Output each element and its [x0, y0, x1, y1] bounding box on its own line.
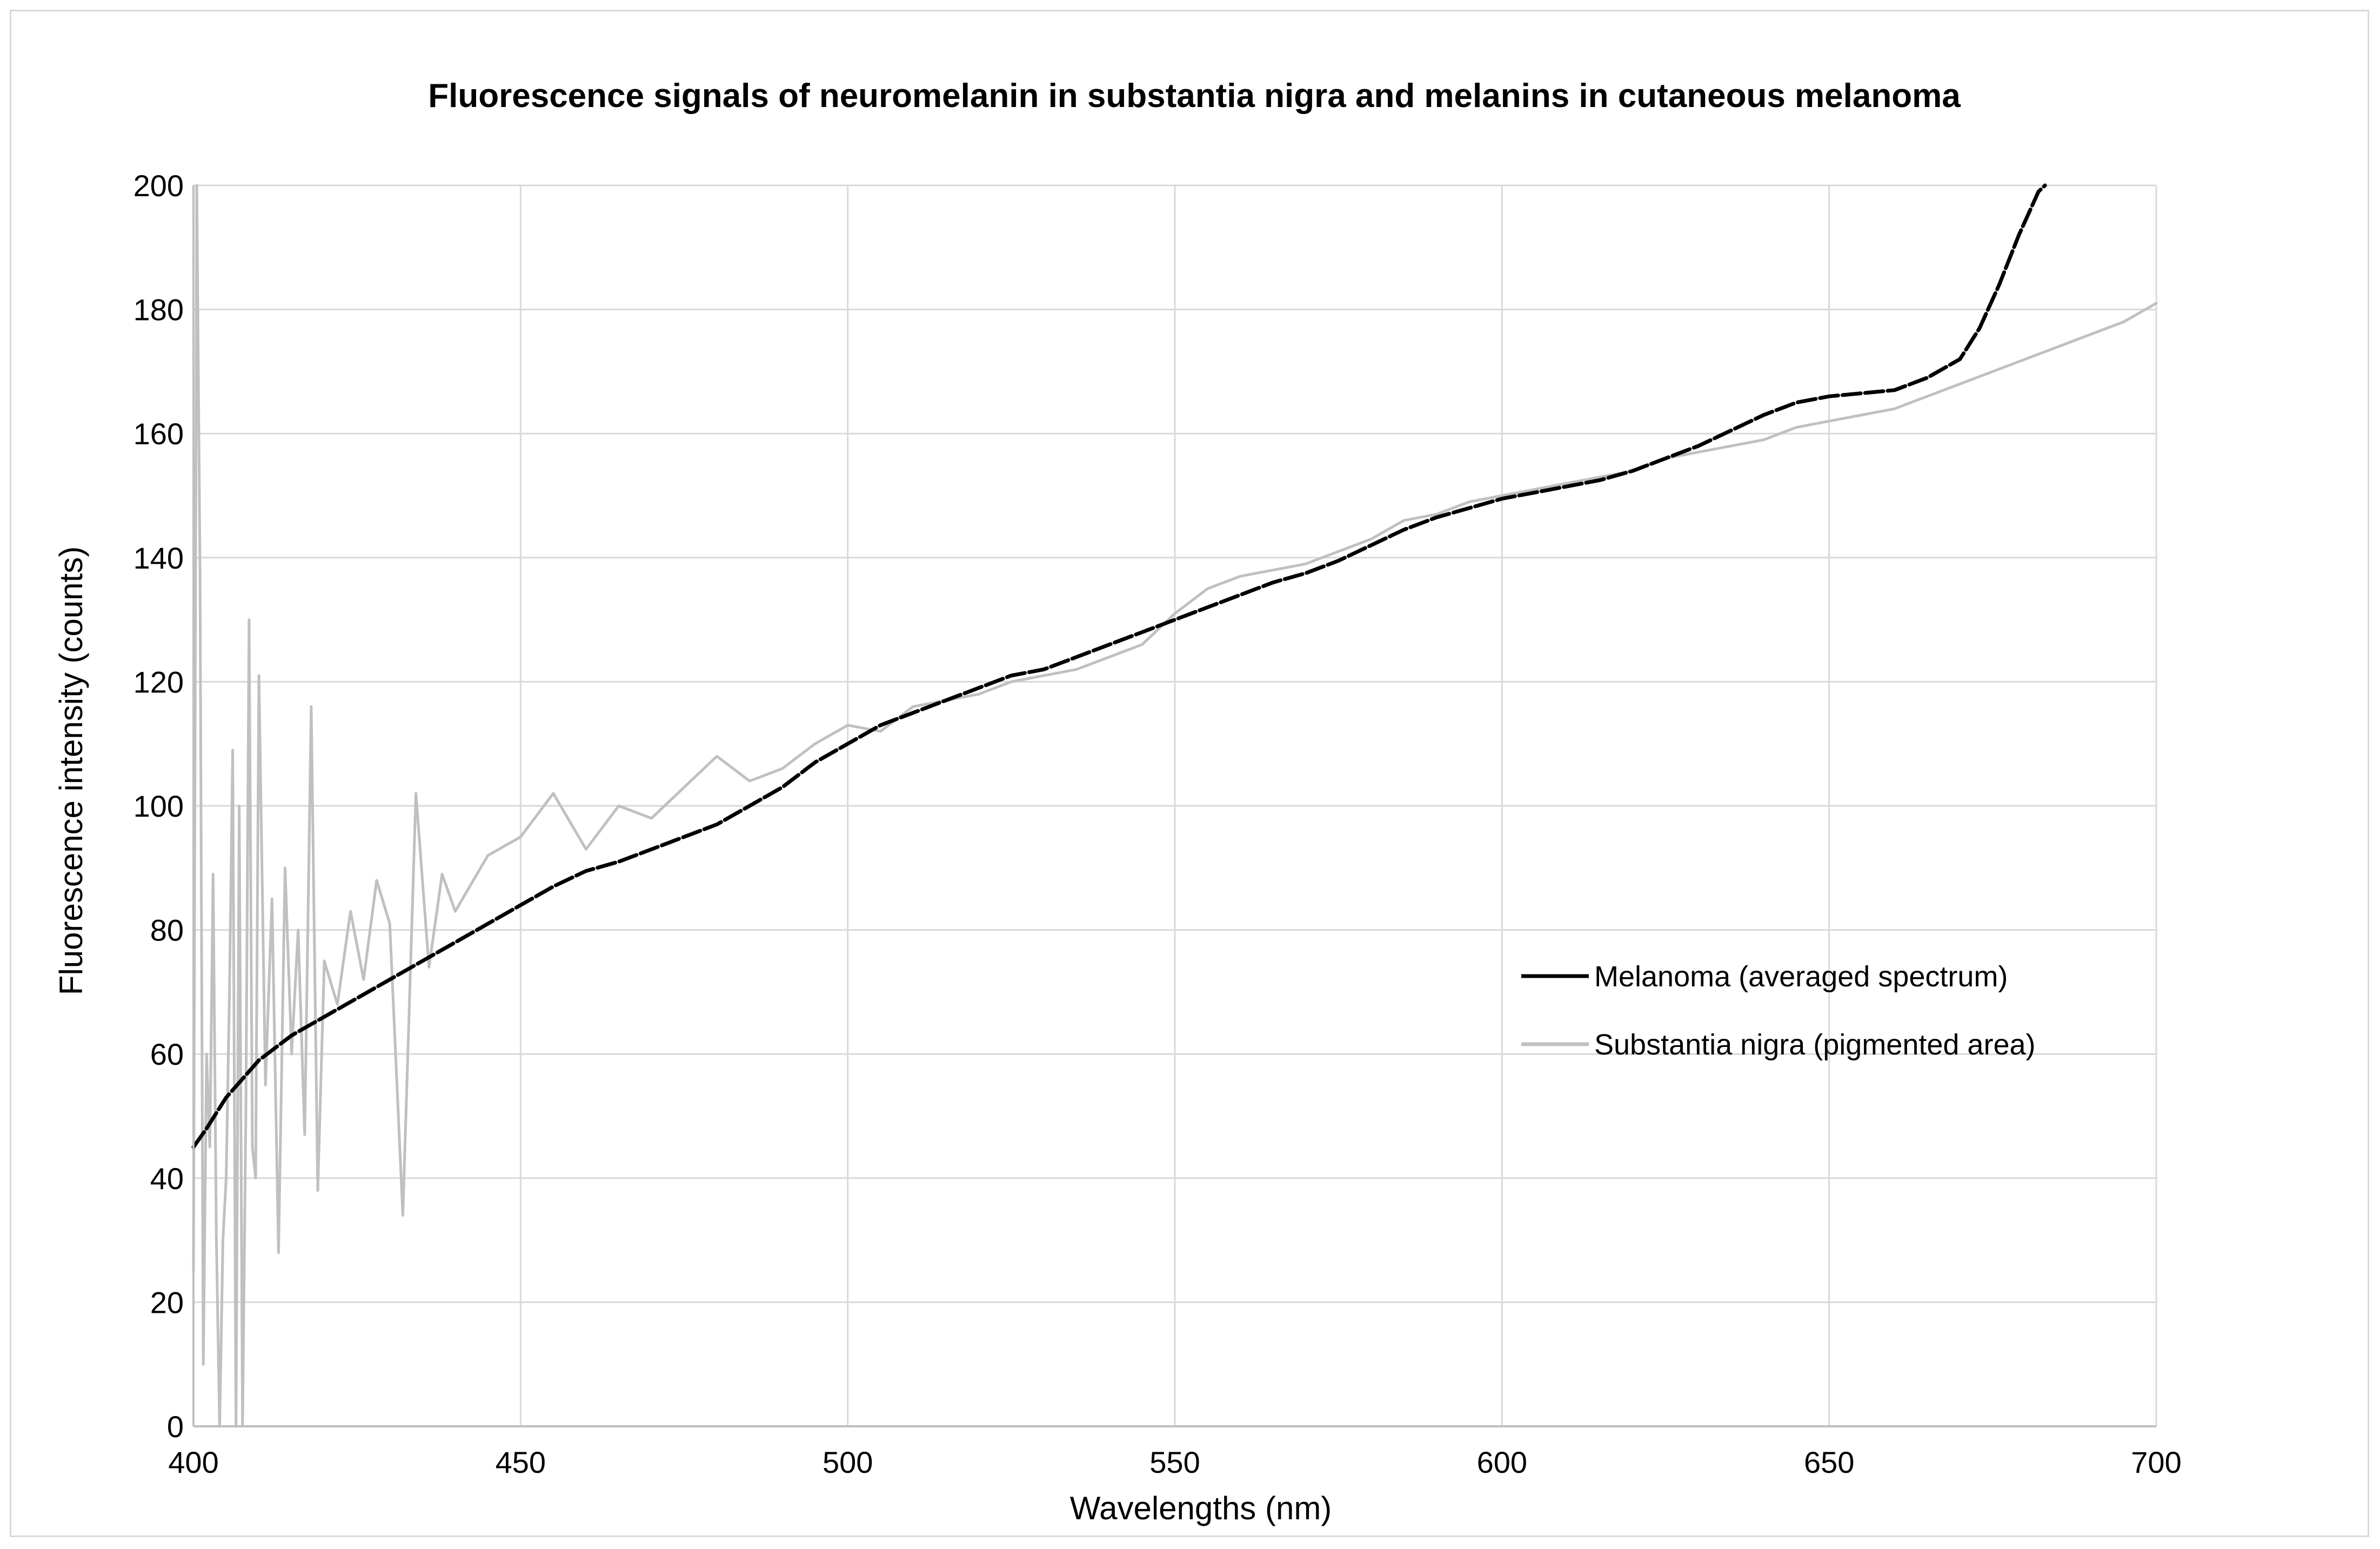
- y-tick-label: 180: [133, 293, 184, 327]
- gridlines: [193, 184, 2157, 1426]
- y-tick-label: 60: [150, 1037, 184, 1071]
- legend: Melanoma (averaged spectrum) Substantia …: [1521, 960, 2036, 1061]
- y-tick-label: 200: [133, 169, 184, 203]
- y-tick-label: 80: [150, 913, 184, 947]
- series-line-melanoma: [191, 183, 2047, 1149]
- x-tick-label: 600: [1477, 1445, 1527, 1479]
- y-tick-label: 40: [150, 1161, 184, 1196]
- series-lines: [191, 183, 2158, 1428]
- y-tick-label: 160: [133, 417, 184, 451]
- y-axis-title: Fluorescence intensity (counts): [53, 546, 89, 995]
- x-tick-label: 700: [2131, 1445, 2181, 1479]
- x-tick-label: 650: [1804, 1445, 1854, 1479]
- legend-label-substantia-nigra: Substantia nigra (pigmented area): [1594, 1029, 2036, 1061]
- x-axis-title: Wavelengths (nm): [1070, 1490, 1332, 1526]
- chart-frame: [10, 10, 2369, 1537]
- tick-labels: 0 20 40 60 80 100 120 140 160 180 200 400 450 500 550 6…: [133, 169, 2182, 1479]
- x-tick-label: 550: [1149, 1445, 1200, 1479]
- x-tick-label: 400: [168, 1445, 218, 1479]
- y-tick-label: 0: [167, 1410, 184, 1444]
- y-tick-label: 100: [133, 789, 184, 823]
- y-tick-label: 20: [150, 1285, 184, 1319]
- chart-title: Fluorescence signals of neuromelanin in …: [428, 77, 1961, 115]
- x-tick-label: 450: [496, 1445, 546, 1479]
- axes: [192, 185, 2156, 1427]
- y-tick-label: 120: [133, 665, 184, 699]
- y-tick-label: 140: [133, 541, 184, 575]
- x-tick-label: 500: [823, 1445, 873, 1479]
- legend-label-melanoma: Melanoma (averaged spectrum): [1594, 960, 2008, 993]
